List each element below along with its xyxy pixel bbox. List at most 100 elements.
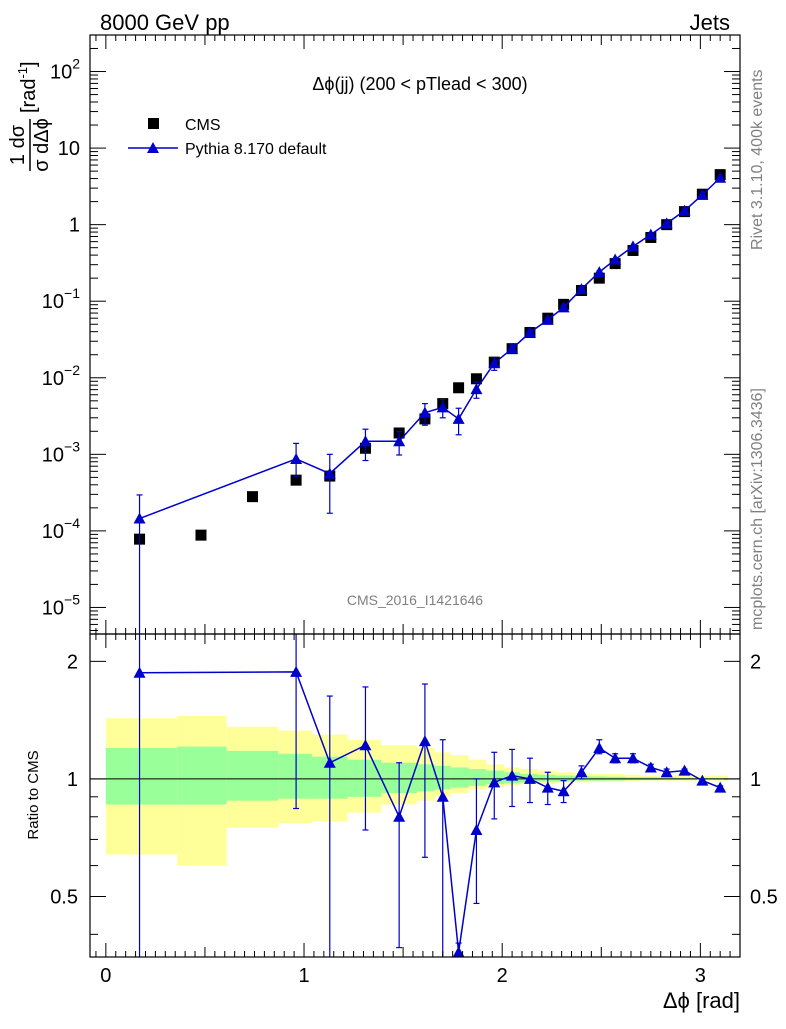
main-ylabel-unit-sup: -1 [15, 67, 30, 79]
cms-point [247, 491, 258, 503]
pythia-point [696, 188, 709, 200]
legend-pythia-label: Pythia 8.170 default [185, 141, 327, 158]
pythia-point [523, 326, 536, 338]
pythia-ratio-point [359, 739, 372, 751]
main-y-tick-label: 10−5 [42, 591, 80, 619]
pythia-point [593, 266, 606, 278]
x-tick-label: 0 [100, 965, 111, 987]
main-y-tick-label: 10−1 [42, 285, 80, 313]
ratio-y-tick-label-right: 2 [750, 651, 761, 673]
cms-point [453, 382, 465, 394]
legend-pythia-marker [147, 142, 159, 153]
main-y-tick-label: 10−3 [42, 438, 80, 466]
ratio-y-tick-label-left: 0.5 [50, 887, 78, 909]
ratio-y-tick-label-left: 1 [67, 769, 78, 791]
main-y-tick-exp: −5 [64, 591, 80, 607]
main-y-tick-exp: −1 [64, 285, 80, 301]
chart-title: Δϕ(jj) (200 < pTlead < 300) [312, 74, 527, 94]
cms-point [195, 529, 207, 541]
main-y-tick-exp: −2 [64, 362, 80, 378]
main-y-tick-base: 10 [58, 138, 80, 160]
analysis-watermark: CMS_2016_I1421646 [347, 592, 483, 608]
ratio-band-green [226, 750, 279, 801]
ratio-band-green [105, 748, 178, 805]
main-y-tick-label: 102 [50, 56, 80, 84]
pythia-ratio-point [488, 776, 501, 788]
legend-cms-marker [148, 118, 159, 129]
pythia-point [506, 342, 519, 354]
ratio-bands [90, 715, 740, 866]
legend: CMS Pythia 8.170 default [128, 117, 327, 158]
pythia-ratio-point [506, 769, 519, 781]
x-tick-label: 3 [695, 965, 706, 987]
main-ylabel-num: 1 dσ [7, 124, 29, 165]
main-ylabel-unit: [rad-1] [15, 61, 40, 113]
pythia-point [660, 217, 673, 229]
header-right: Jets [690, 10, 730, 35]
main-ylabel-unit-text: [rad [18, 79, 40, 113]
main-y-tick-base: 10 [50, 62, 72, 84]
ratio-band-green [450, 767, 469, 788]
ratio-band-green [416, 764, 435, 792]
pythia-point [609, 253, 622, 265]
main-y-tick-base: 10 [42, 597, 64, 619]
main-y-tick-base: 10 [42, 291, 64, 313]
pythia-ratio-point [678, 764, 691, 776]
ratio-band-green [468, 769, 487, 786]
pythia-ratio-point [133, 666, 146, 678]
pythia-ratio-point [609, 752, 622, 764]
pythia-point [323, 467, 336, 479]
rivet-label: Rivet 3.1.10, 400k events [749, 69, 766, 250]
x-axis-label: Δϕ [rad] [663, 988, 740, 1013]
pythia-ratio-point [393, 810, 406, 822]
pythia-ratio-point [436, 790, 449, 802]
pythia-ratio-point [593, 742, 606, 754]
ratio-y-tick-label-right: 1 [750, 769, 761, 791]
pythia-point [359, 435, 372, 447]
pythia-ratio-point [452, 946, 465, 958]
pythia-ratio-point [418, 735, 431, 747]
pythia-point [470, 383, 483, 395]
ratio-ylabel: Ratio to CMS [25, 750, 42, 839]
pythia-ratio-point [660, 766, 673, 778]
main-y-tick-exp: −4 [64, 515, 80, 531]
ratio-y-tick-label-left: 2 [67, 651, 78, 673]
pythia-point [488, 357, 501, 369]
header-left: 8000 GeV pp [100, 10, 230, 35]
pythia-ratio-point [696, 774, 709, 786]
pythia-point [644, 228, 657, 240]
pythia-point [290, 452, 303, 464]
ratio-frame [89, 633, 741, 958]
ratio-band-green [177, 746, 227, 805]
pythia-point [436, 401, 449, 413]
main-ylabel: 1 dσ σ dΔϕ [rad-1] [7, 61, 53, 171]
pythia-ratio-point [470, 824, 483, 836]
legend-cms-label: CMS [185, 117, 221, 134]
pythia-ratio-point [644, 761, 657, 773]
mcplots-label: mcplots.cern.ch [arXiv:1306.3436] [749, 388, 766, 630]
data-marks [133, 169, 727, 958]
main-y-tick-base: 1 [69, 215, 80, 237]
main-y-tick-base: 10 [42, 521, 64, 543]
pythia-point [393, 435, 406, 447]
main-y-tick-base: 10 [42, 444, 64, 466]
ratio-band-green [537, 774, 556, 782]
pythia-ratio-point [626, 752, 639, 764]
pythia-point [557, 301, 570, 313]
pythia-ratio-point [557, 785, 570, 797]
pythia-ratio-point [714, 781, 727, 793]
cms-point [593, 272, 605, 284]
cms-point [470, 373, 482, 385]
pythia-point [133, 512, 146, 524]
main-y-tick-label: 10 [58, 138, 80, 160]
pythia-point [714, 171, 727, 183]
main-ylabel-den: σ dΔϕ [31, 118, 53, 172]
pythia-point [678, 204, 691, 216]
main-y-tick-label: 1 [69, 215, 80, 237]
pythia-point [418, 406, 431, 418]
main-y-tick-base: 10 [42, 368, 64, 390]
pythia-ratio-point [575, 766, 588, 778]
